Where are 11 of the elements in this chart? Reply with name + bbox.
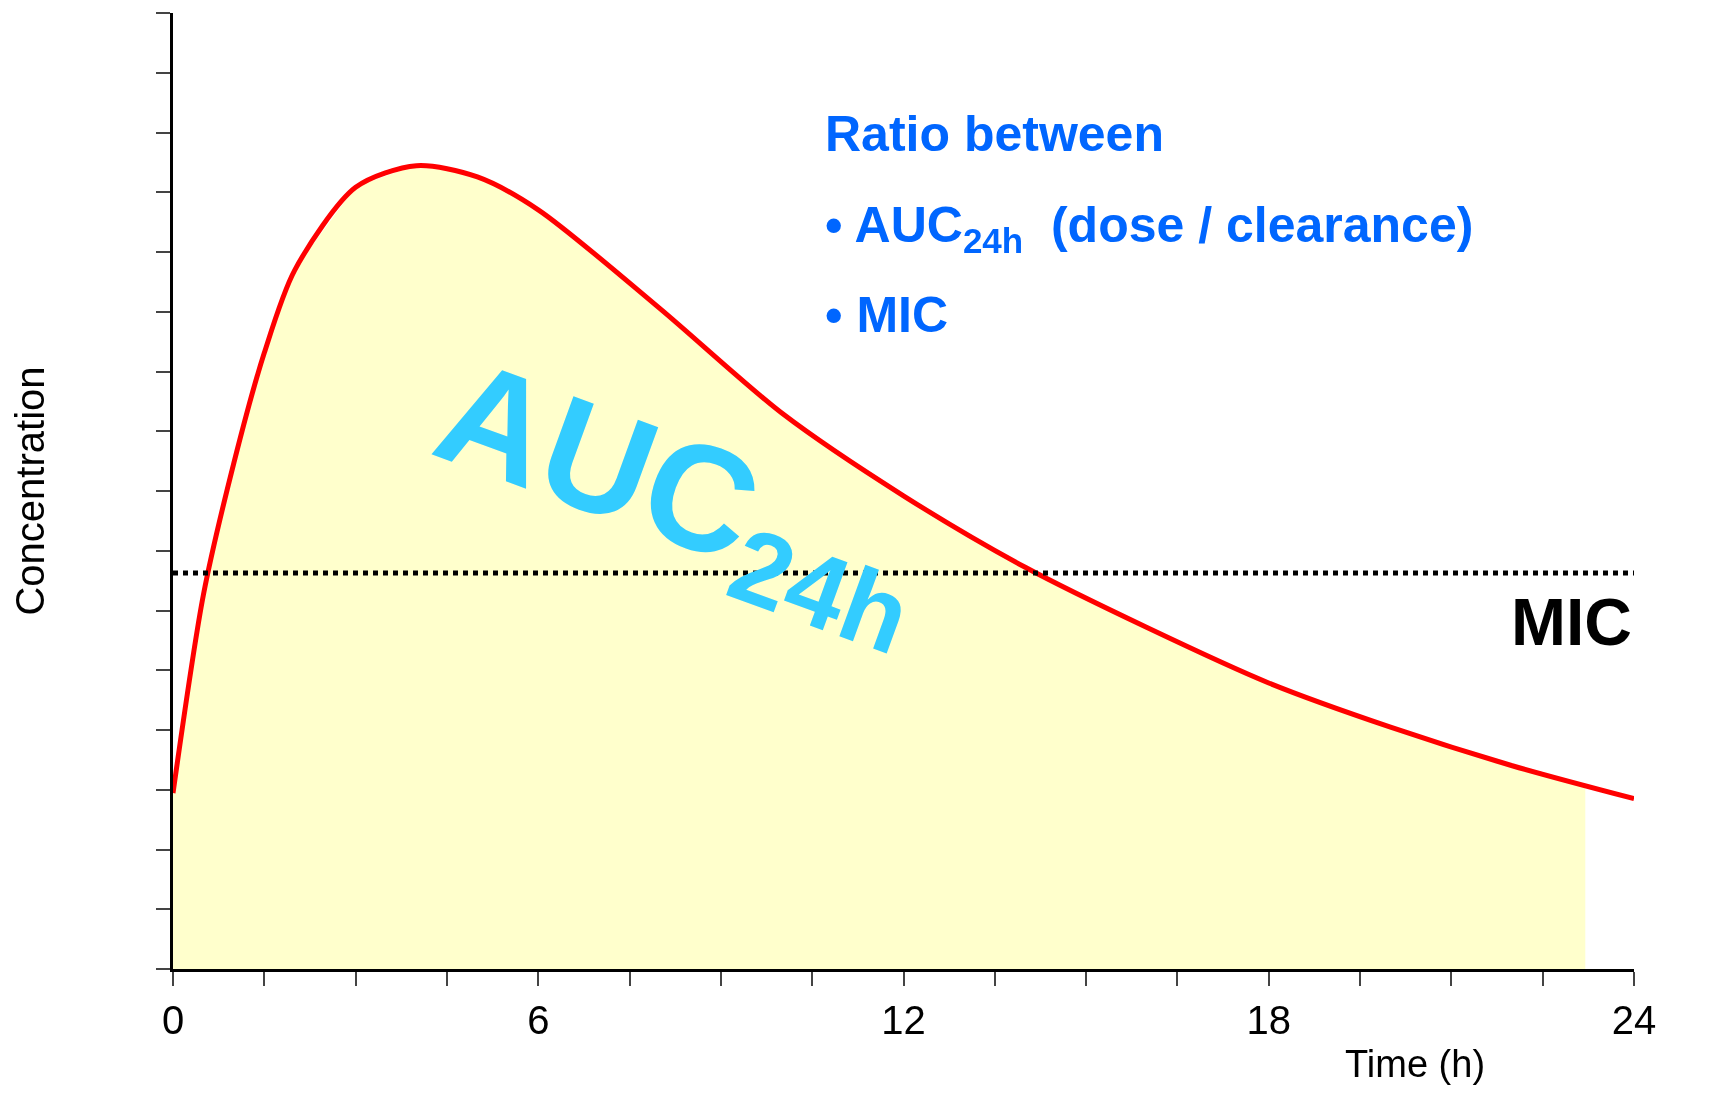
y-axis-title: Concentration: [7, 366, 52, 616]
x-tick-label: 12: [881, 998, 926, 1042]
x-tick-label: 6: [527, 998, 550, 1042]
annotation: • MIC: [825, 287, 949, 343]
x-tick-label: 18: [1246, 998, 1291, 1042]
ref-line-label: MIC: [1511, 585, 1632, 659]
x-axis-title: Time (h): [1345, 1043, 1486, 1085]
x-tick-label: 24: [1611, 998, 1657, 1042]
text: Ratio between: [825, 106, 1164, 162]
x-tick-label: 0: [161, 998, 185, 1042]
annotation: • AUC$_{24h}$ (dose / clearance): [825, 197, 1474, 260]
